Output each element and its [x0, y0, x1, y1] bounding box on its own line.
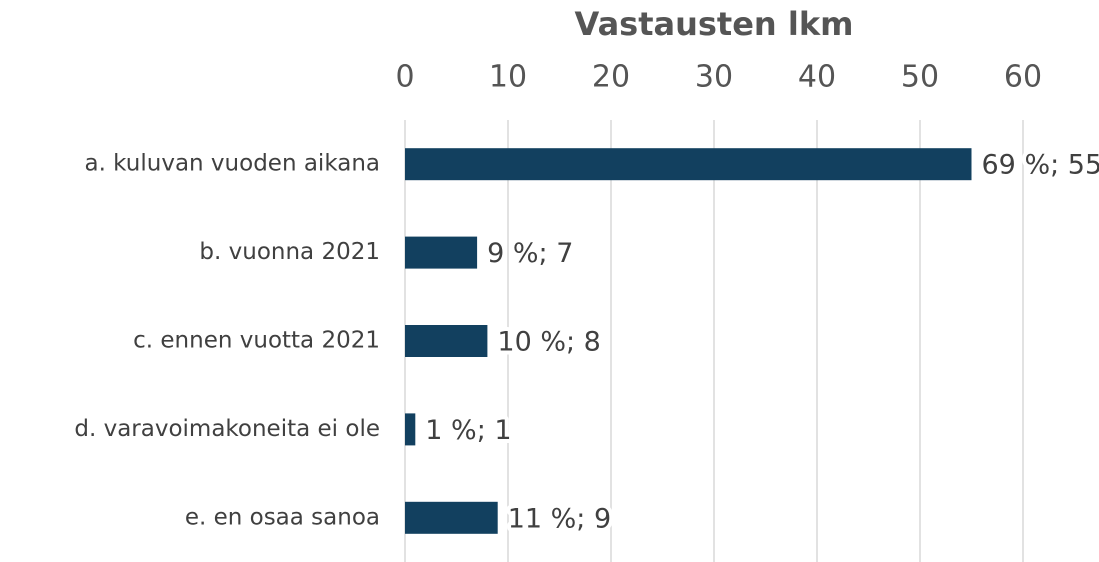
chart-title: Vastausten lkm — [575, 5, 854, 43]
x-tick-label: 30 — [695, 60, 733, 95]
y-tick-label: e. en osaa sanoa — [185, 504, 380, 530]
value-label: 11 %; 9 — [508, 503, 611, 534]
value-label: 1 %; 1 — [425, 415, 511, 446]
bar — [405, 148, 972, 181]
value-label: 69 %; 55 — [982, 150, 1099, 181]
x-tick-label: 20 — [592, 60, 630, 95]
y-tick-label: b. vuonna 2021 — [199, 239, 380, 265]
x-tick-label: 0 — [395, 60, 414, 95]
bar — [405, 236, 478, 269]
bar — [405, 501, 498, 534]
x-tick-label: 10 — [489, 60, 527, 95]
y-tick-label: a. kuluvan vuoden aikana — [84, 151, 380, 177]
value-label: 10 %; 8 — [497, 327, 600, 358]
y-tick-label: c. ennen vuotta 2021 — [133, 328, 380, 354]
x-tick-label: 40 — [798, 60, 836, 95]
value-label: 9 %; 7 — [487, 238, 573, 269]
bar — [405, 413, 416, 446]
x-tick-label: 60 — [1004, 60, 1042, 95]
bar — [405, 325, 488, 357]
x-tick-label: 50 — [901, 60, 939, 95]
y-tick-label: d. varavoimakoneita ei ole — [74, 416, 380, 442]
